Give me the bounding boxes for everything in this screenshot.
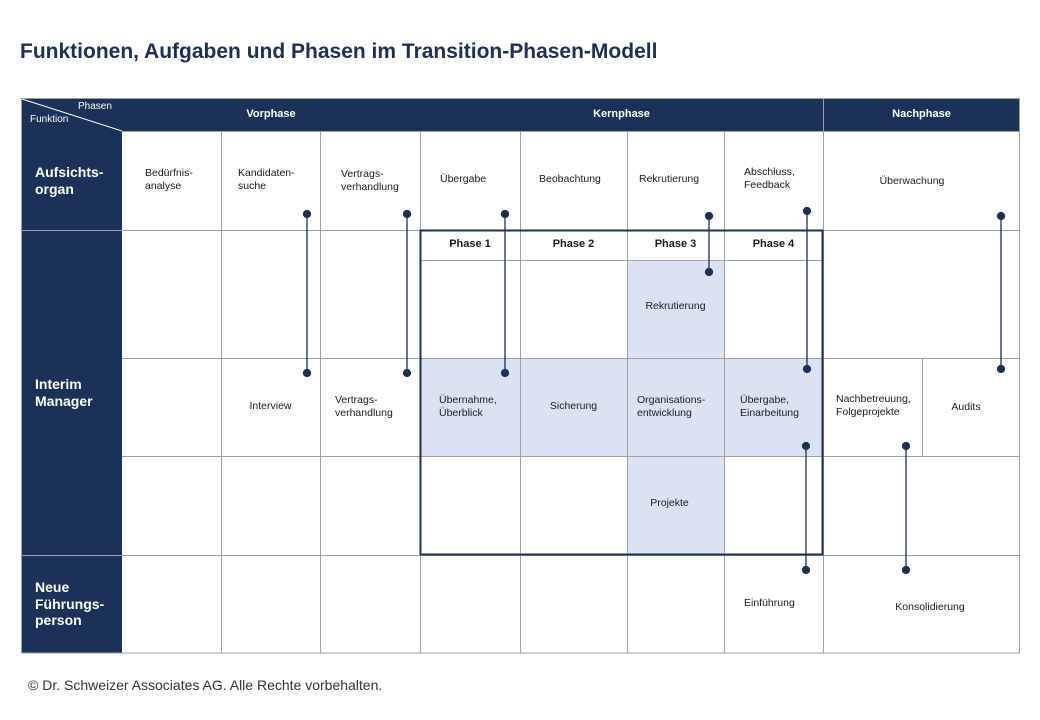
shade-interim-kernphase xyxy=(420,358,823,456)
task-kandidatensuche: Kandidaten- suche xyxy=(238,167,295,192)
task-uebergabe-einarbeitung: Übergabe, Einarbeitung xyxy=(740,394,799,419)
phase-1: Phase 1 xyxy=(449,238,491,251)
function-neue-fuehrungsperson: Neue Führungs- person xyxy=(21,555,122,653)
task-einfuehrung: Einführung xyxy=(744,596,795,609)
task-audits: Audits xyxy=(951,400,981,413)
phase-2: Phase 2 xyxy=(552,238,595,251)
task-projekte: Projekte xyxy=(650,496,689,509)
corner-label-funktion: Funktion xyxy=(30,114,69,125)
shade-rekrutierung xyxy=(627,260,724,358)
task-vertragsverhandlung-im: Vertrags- verhandlung xyxy=(335,394,393,419)
task-beobachtung: Beobachtung xyxy=(539,172,601,185)
page-title: Funktionen, Aufgaben und Phasen im Trans… xyxy=(20,40,658,63)
task-organisationsentwicklung: Organisations- entwicklung xyxy=(637,394,706,419)
task-rekrutierung-im: Rekrutierung xyxy=(645,299,706,312)
header-kernphase: Kernphase xyxy=(420,98,823,131)
task-sicherung: Sicherung xyxy=(549,399,598,412)
shade-projekte xyxy=(627,456,724,554)
task-vertragsverhandlung-ao: Vertrags- verhandlung xyxy=(341,168,399,193)
task-uebergabe-ao: Übergabe xyxy=(440,172,487,185)
corner-label-phasen: Phasen xyxy=(78,101,112,112)
task-beduerfnisanalyse: Bedürfnis- analyse xyxy=(145,167,193,192)
function-interim-manager: Interim Manager xyxy=(21,230,122,555)
task-interview: Interview xyxy=(249,399,292,412)
task-ueberwachung: Überwachung xyxy=(879,174,945,187)
task-abschluss-feedback: Abschluss, Feedback xyxy=(744,166,795,191)
task-uebernahme: Übernahme, Überblick xyxy=(439,394,497,419)
header-vorphase: Vorphase xyxy=(122,98,420,131)
header-nachphase: Nachphase xyxy=(823,98,1020,131)
task-rekrutierung-ao: Rekrutierung xyxy=(639,172,700,185)
copyright-footer: © Dr. Schweizer Associates AG. Alle Rech… xyxy=(28,677,383,693)
function-aufsichtsorgan: Aufsichts- organ xyxy=(21,131,122,230)
task-konsolidierung: Konsolidierung xyxy=(895,600,965,613)
phase-3: Phase 3 xyxy=(654,238,697,251)
phase-4: Phase 4 xyxy=(752,238,795,251)
task-nachbetreuung: Nachbetreuung, Folgeprojekte xyxy=(836,393,911,418)
